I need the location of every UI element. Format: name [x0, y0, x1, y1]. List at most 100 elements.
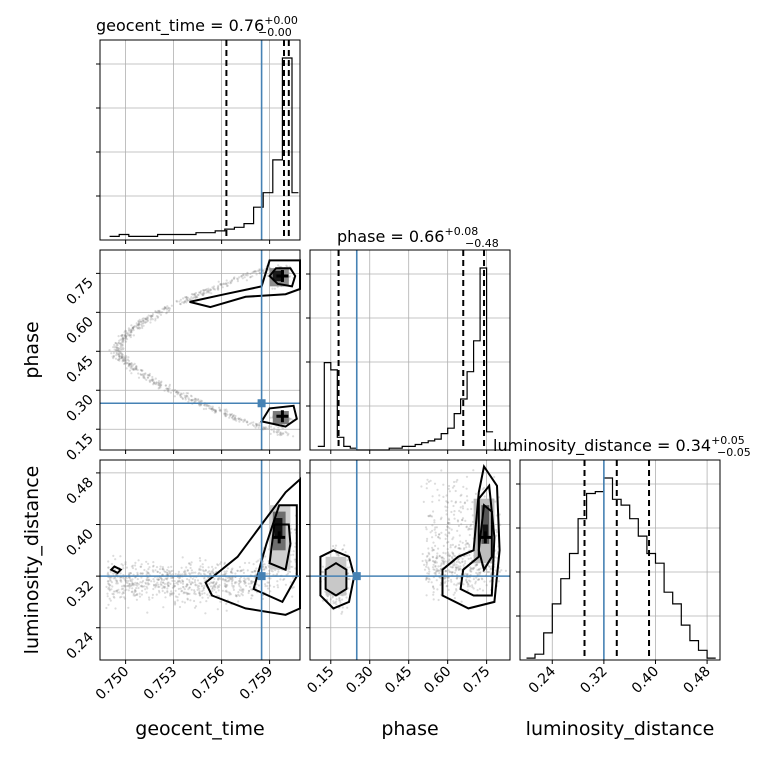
scatter-point [124, 333, 127, 336]
scatter-point [146, 373, 149, 377]
scatter-point [161, 573, 164, 576]
scatter-point [233, 418, 236, 421]
scatter-point [121, 591, 125, 594]
scatter-point [196, 588, 199, 592]
scatter-point [108, 597, 111, 600]
scatter-point [176, 581, 179, 584]
scatter-point [128, 333, 132, 337]
title-geocent-time-minus: −0.00 [258, 26, 292, 39]
scatter-point [191, 577, 194, 581]
scatter-point [193, 293, 196, 296]
scatter-point [168, 309, 171, 312]
scatter-point [450, 571, 453, 574]
scatter-point [111, 585, 114, 588]
scatter-point [161, 567, 164, 571]
scatter-point [242, 568, 245, 572]
scatter-point [234, 594, 237, 597]
scatter-point [128, 363, 131, 366]
scatter-point [115, 580, 118, 583]
scatter-point [181, 301, 184, 304]
scatter-point [156, 570, 159, 573]
scatter-point [156, 578, 159, 581]
scatter-point [254, 270, 257, 273]
scatter-point [452, 513, 456, 516]
scatter-point [167, 389, 170, 392]
scatter-point [439, 576, 442, 580]
scatter-point [465, 542, 468, 545]
scatter-point [198, 590, 201, 593]
scatter-point [185, 394, 188, 397]
scatter-point [189, 394, 193, 397]
scatter-point [215, 582, 218, 585]
scatter-point [428, 578, 431, 581]
scatter-point [174, 589, 177, 592]
scatter-point [171, 576, 174, 579]
scatter-point [442, 544, 445, 548]
scatter-point [155, 593, 158, 596]
scatter-point [125, 332, 128, 335]
scatter-point [459, 506, 462, 509]
scatter-point [224, 414, 227, 417]
scatter-point [166, 591, 169, 594]
scatter-point [264, 585, 267, 588]
scatter-point [194, 579, 197, 582]
scatter-point [335, 600, 338, 603]
scatter-point [448, 490, 451, 493]
scatter-point [129, 328, 133, 331]
scatter-point [329, 598, 332, 601]
scatter-point [217, 287, 220, 290]
scatter-point [107, 603, 110, 606]
scatter-point [223, 561, 226, 564]
scatter-point [263, 567, 266, 571]
scatter-point [485, 584, 488, 587]
scatter-point [150, 314, 154, 317]
scatter-point [194, 605, 198, 608]
scatter-point [469, 568, 472, 571]
scatter-point [269, 416, 272, 419]
scatter-point [430, 581, 433, 584]
scatter-point [264, 566, 267, 569]
scatter-point [159, 313, 163, 316]
x-tick-label: 0.40 [629, 664, 662, 697]
scatter-point [245, 584, 248, 587]
scatter-point [190, 581, 193, 584]
scatter-point [246, 569, 249, 572]
scatter-point [147, 578, 150, 581]
scatter-point [217, 589, 220, 592]
scatter-point [121, 343, 124, 346]
scatter-point [105, 585, 108, 589]
scatter-point [135, 587, 138, 590]
scatter-point [489, 567, 493, 570]
scatter-point [125, 335, 128, 338]
scatter-point [131, 582, 134, 585]
scatter-point [268, 572, 271, 575]
scatter-point [181, 580, 184, 583]
scatter-point [130, 329, 133, 332]
scatter-point [194, 571, 197, 574]
scatter-point [135, 365, 138, 368]
scatter-point [135, 324, 138, 327]
scatter-point [469, 566, 472, 569]
scatter-point [137, 320, 140, 323]
scatter-point [140, 593, 143, 596]
scatter-point [160, 577, 163, 580]
scatter-point [126, 584, 129, 587]
x-tick-label: 0.60 [421, 664, 454, 697]
scatter-point [179, 303, 182, 306]
scatter-point [266, 581, 269, 584]
scatter-point [425, 578, 428, 581]
scatter-point [466, 581, 469, 584]
scatter-point [173, 582, 176, 585]
scatter-point [124, 334, 127, 337]
scatter-point [267, 427, 270, 430]
scatter-point [184, 591, 187, 594]
scatter-point [465, 554, 469, 557]
scatter-point [212, 568, 215, 571]
scatter-point [243, 577, 246, 580]
scatter-point [180, 566, 183, 569]
scatter-point [119, 579, 122, 582]
scatter-point [178, 300, 181, 303]
scatter-point [234, 416, 237, 420]
histogram-bar [186, 235, 196, 240]
scatter-point [162, 586, 166, 589]
